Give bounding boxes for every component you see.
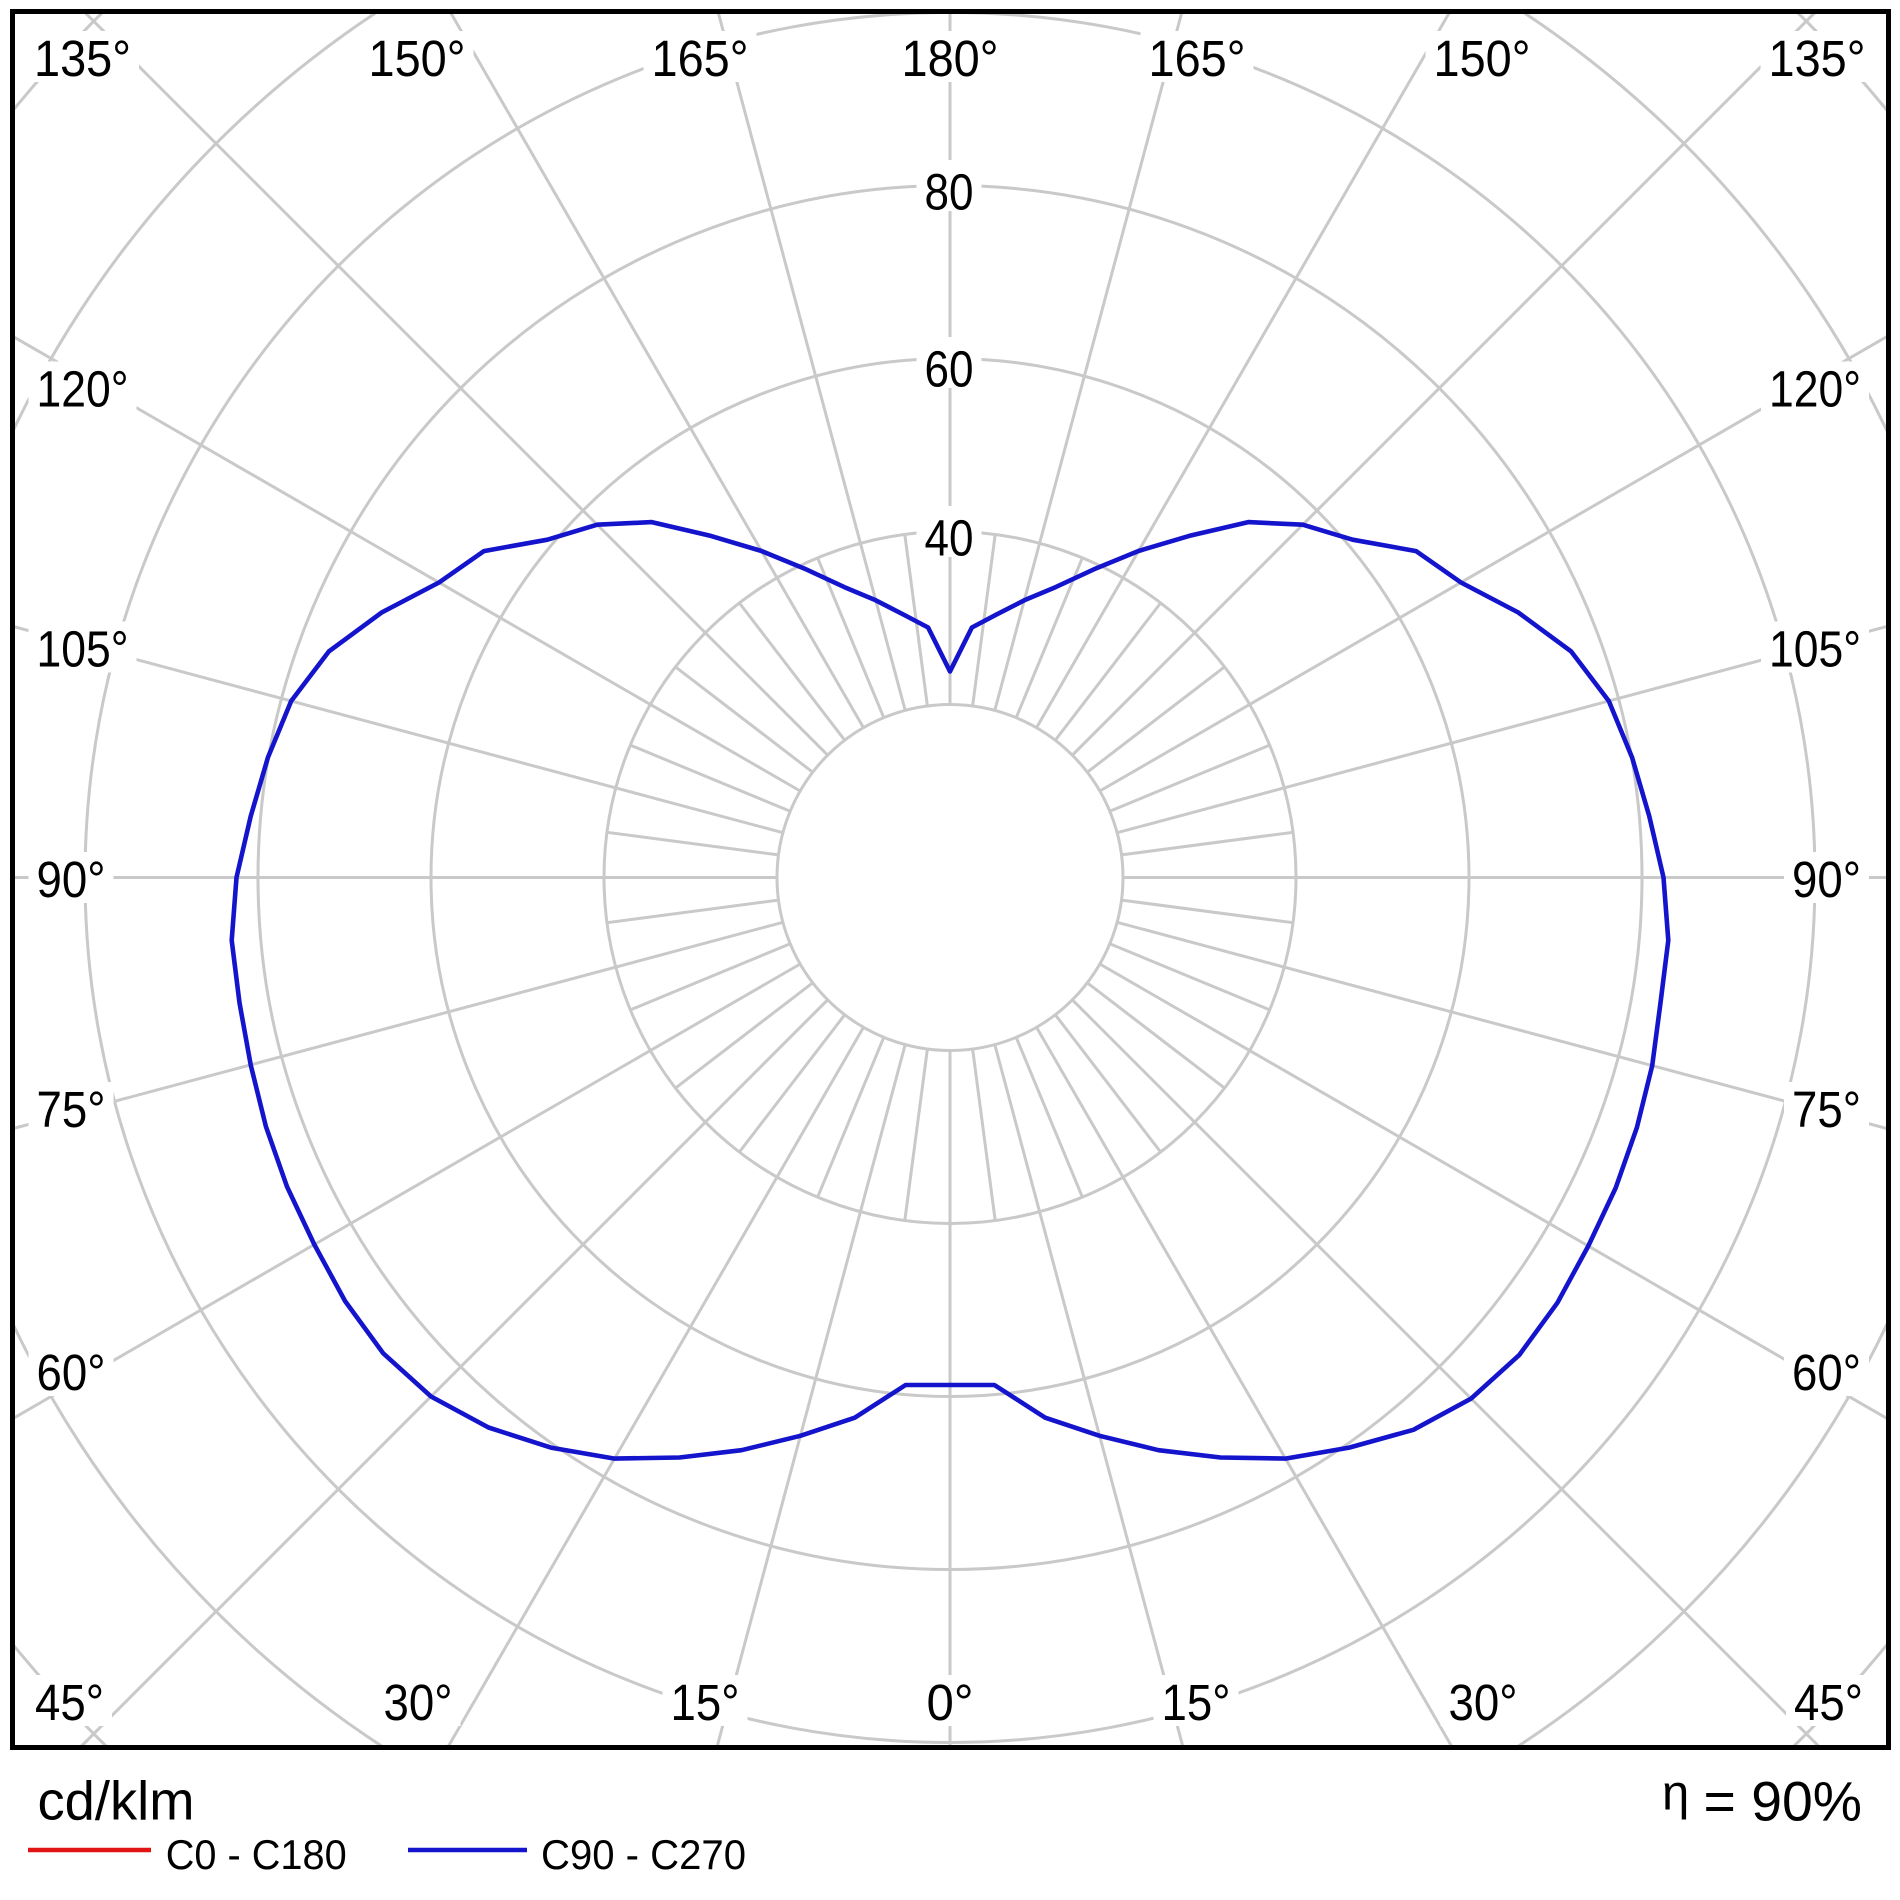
- svg-text:150°: 150°: [369, 30, 466, 87]
- svg-text:80: 80: [925, 164, 974, 221]
- svg-text:0°: 0°: [927, 1674, 974, 1731]
- svg-text:15°: 15°: [1162, 1674, 1231, 1731]
- svg-text:135°: 135°: [34, 30, 131, 87]
- svg-text:30°: 30°: [1449, 1674, 1518, 1731]
- svg-text:90°: 90°: [37, 851, 106, 908]
- svg-text:40: 40: [925, 510, 974, 567]
- svg-text:60: 60: [925, 341, 974, 398]
- svg-text:180°: 180°: [902, 30, 999, 87]
- svg-text:135°: 135°: [1769, 30, 1866, 87]
- svg-text:cd/klm: cd/klm: [38, 1770, 195, 1832]
- svg-text:= 90%: = 90%: [1704, 1770, 1863, 1833]
- svg-text:75°: 75°: [37, 1081, 106, 1138]
- svg-text:120°: 120°: [1769, 361, 1861, 418]
- svg-text:105°: 105°: [1769, 621, 1861, 678]
- svg-text:C90 - C270: C90 - C270: [541, 1831, 746, 1878]
- svg-text:60°: 60°: [1792, 1344, 1861, 1401]
- svg-text:90°: 90°: [1792, 851, 1861, 908]
- svg-text:30°: 30°: [384, 1674, 453, 1731]
- svg-text:165°: 165°: [1149, 30, 1246, 87]
- svg-text:105°: 105°: [37, 621, 129, 678]
- svg-text:45°: 45°: [1794, 1674, 1863, 1731]
- svg-text:η: η: [1662, 1767, 1689, 1821]
- svg-text:165°: 165°: [652, 30, 749, 87]
- svg-text:45°: 45°: [35, 1674, 104, 1731]
- svg-text:C0 - C180: C0 - C180: [166, 1831, 347, 1878]
- svg-text:150°: 150°: [1434, 30, 1531, 87]
- svg-text:15°: 15°: [671, 1674, 740, 1731]
- svg-text:120°: 120°: [37, 361, 129, 418]
- svg-text:75°: 75°: [1792, 1081, 1861, 1138]
- svg-text:60°: 60°: [37, 1344, 106, 1401]
